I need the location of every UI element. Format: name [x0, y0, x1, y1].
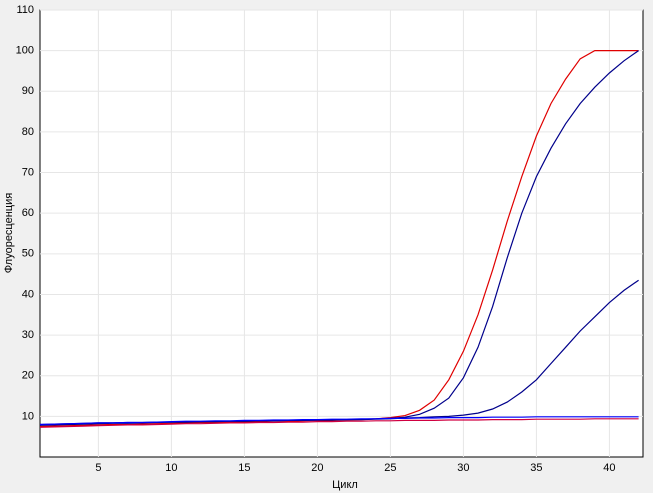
- x-tick-label: 30: [457, 462, 469, 474]
- y-tick-label: 100: [16, 45, 34, 57]
- series-line: [39, 416, 639, 426]
- series-line: [39, 418, 639, 428]
- x-tick-label: 5: [95, 462, 101, 474]
- y-tick-label: 110: [16, 4, 34, 16]
- y-tick-label: 30: [22, 329, 34, 341]
- y-axis-label: Флуоресценция: [3, 193, 15, 273]
- y-tick-label: 80: [22, 126, 34, 138]
- y-tick-label: 50: [22, 248, 34, 260]
- y-tick-label: 10: [22, 410, 34, 422]
- y-tick-label: 90: [22, 85, 34, 97]
- y-tick-label: 60: [22, 207, 34, 219]
- x-tick-label: 15: [238, 462, 250, 474]
- x-tick-label: 10: [165, 462, 177, 474]
- x-tick-label: 20: [311, 462, 323, 474]
- x-axis-label: Цикл: [332, 479, 358, 491]
- y-tick-label: 20: [22, 370, 34, 382]
- y-tick-label: 70: [22, 166, 34, 178]
- y-tick-label: 40: [22, 288, 34, 300]
- plot-area: [39, 9, 644, 458]
- x-tick-label: 35: [530, 462, 542, 474]
- x-tick-label: 40: [603, 462, 615, 474]
- x-tick-label: 25: [384, 462, 396, 474]
